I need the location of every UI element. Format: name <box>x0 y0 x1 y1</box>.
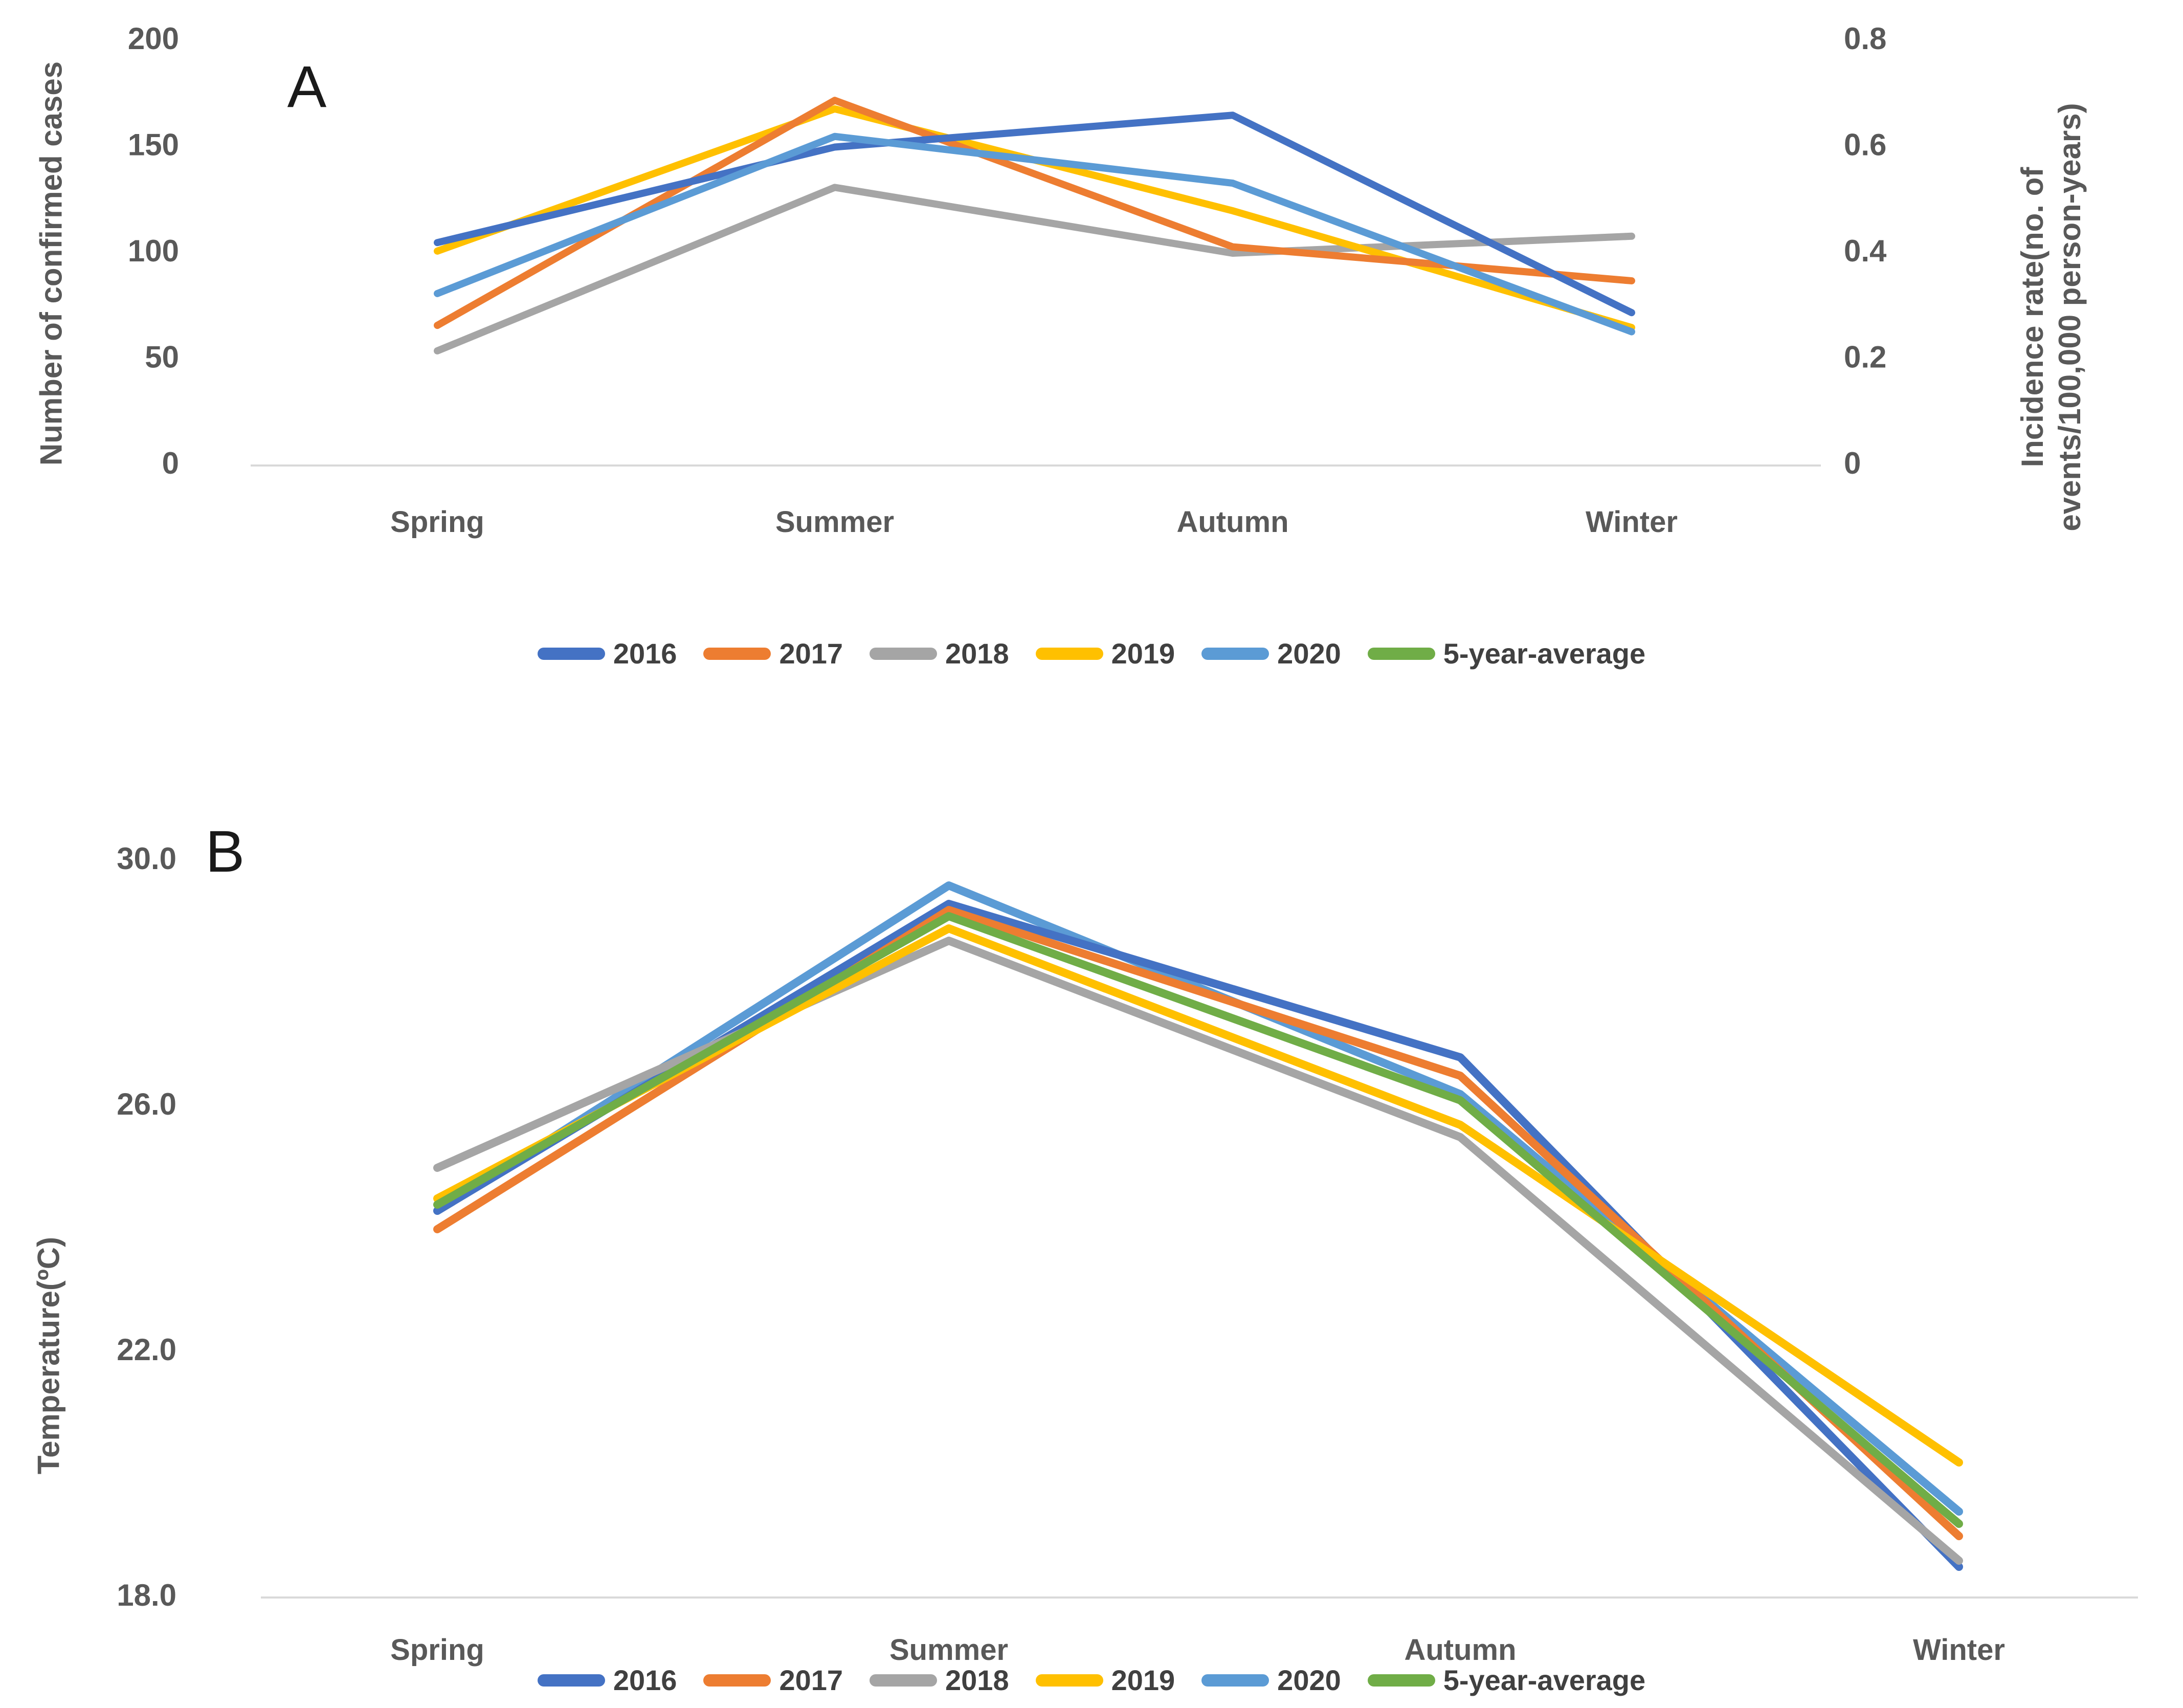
series-line-2016 <box>434 112 1635 317</box>
legend-item-2017: 2017 <box>703 1663 843 1697</box>
x-tick-winter: Winter <box>1913 1633 2005 1667</box>
legend-swatch-5-year-average <box>1367 1674 1435 1687</box>
legend-label-2018: 2018 <box>945 637 1009 670</box>
legend-label-2019: 2019 <box>1111 1664 1175 1696</box>
legend-swatch-2018 <box>870 1674 938 1687</box>
legend-item-5-year-average: 5-year-average <box>1367 1663 1646 1697</box>
panel-b-label: B <box>205 819 245 884</box>
series-line-2018 <box>433 937 1963 1565</box>
legend-item-2019: 2019 <box>1035 637 1175 670</box>
y-right-tick-A: 0.6 <box>1844 127 1886 162</box>
legend-item-2020: 2020 <box>1201 637 1341 670</box>
x-tick-summer: Summer <box>775 505 894 539</box>
legend-label-2017: 2017 <box>779 1664 843 1696</box>
legend-swatch-2019 <box>1035 1674 1103 1687</box>
panel-a-label: A <box>287 54 327 120</box>
legend-swatch-2016 <box>537 1674 605 1687</box>
legend-item-2020: 2020 <box>1201 1663 1341 1697</box>
legend-swatch-2020 <box>1201 647 1269 660</box>
panel-a-legend: 2016 2017 2018 2019 2020 5-year-average <box>0 637 2183 670</box>
legend-item-2018: 2018 <box>870 1663 1009 1697</box>
x-tick-autumn: Autumn <box>1176 505 1288 539</box>
legend-swatch-2016 <box>537 647 605 660</box>
legend-label-2016: 2016 <box>613 637 677 670</box>
legend-label-2019: 2019 <box>1111 637 1175 670</box>
series-line-2020 <box>434 132 1635 336</box>
legend-label-5-year-average: 5-year-average <box>1443 1664 1646 1696</box>
y-left-tick-B: 18.0 <box>117 1578 176 1612</box>
y-right-tick-A: 0.2 <box>1844 340 1886 374</box>
y-right-tick-A: 0.8 <box>1844 21 1886 56</box>
legend-label-5-year-average: 5-year-average <box>1443 637 1646 670</box>
legend-swatch-2017 <box>703 647 771 660</box>
legend-item-2019: 2019 <box>1035 1663 1175 1697</box>
legend-swatch-2018 <box>870 647 938 660</box>
panel-a-chart: 0 50 100 150 200 0 0.2 0.4 0.6 0.8 Spring Summer Aut… <box>128 21 1887 539</box>
y-left-tick-B: 22.0 <box>117 1333 176 1367</box>
series-line-2017 <box>433 906 1963 1540</box>
series-line-5-year-average <box>433 912 1963 1528</box>
legend-item-2016: 2016 <box>537 1663 677 1697</box>
x-tick-spring: Spring <box>390 505 484 539</box>
x-tick-winter: Winter <box>1586 505 1678 539</box>
legend-item-2016: 2016 <box>537 637 677 670</box>
x-tick-spring: Spring <box>390 1633 484 1667</box>
panel-b-chart: 18.0 22.0 26.0 30.0 Spring Summer Autumn Winter <box>117 841 2138 1667</box>
y-left-tick-B: 30.0 <box>117 841 176 876</box>
legend-label-2018: 2018 <box>945 1664 1009 1696</box>
y-left-tick-A: 50 <box>145 340 179 374</box>
y-left-tick-A: 0 <box>162 446 179 480</box>
y-right-tick-A: 0 <box>1844 446 1861 480</box>
y-right-tick-A: 0.4 <box>1844 234 1887 268</box>
panel-b-legend: 2016 2017 2018 2019 2020 5-year-average <box>0 1663 2183 1697</box>
legend-swatch-2020 <box>1201 1674 1269 1687</box>
legend-label-2017: 2017 <box>779 637 843 670</box>
legend-item-2017: 2017 <box>703 637 843 670</box>
series-line-2018 <box>434 184 1635 354</box>
y-left-tick-A: 100 <box>128 234 179 268</box>
legend-swatch-2017 <box>703 1674 771 1687</box>
legend-swatch-5-year-average <box>1367 647 1435 660</box>
legend-label-2016: 2016 <box>613 1664 677 1696</box>
x-tick-autumn: Autumn <box>1404 1633 1516 1667</box>
y-left-tick-B: 26.0 <box>117 1087 176 1121</box>
y-left-tick-A: 150 <box>128 127 179 162</box>
legend-swatch-2019 <box>1035 647 1103 660</box>
x-tick-summer: Summer <box>889 1633 1008 1667</box>
legend-item-5-year-average: 5-year-average <box>1367 637 1646 670</box>
y-left-tick-A: 200 <box>128 21 179 56</box>
legend-label-2020: 2020 <box>1277 637 1341 670</box>
legend-label-2020: 2020 <box>1277 1664 1341 1696</box>
legend-item-2018: 2018 <box>870 637 1009 670</box>
